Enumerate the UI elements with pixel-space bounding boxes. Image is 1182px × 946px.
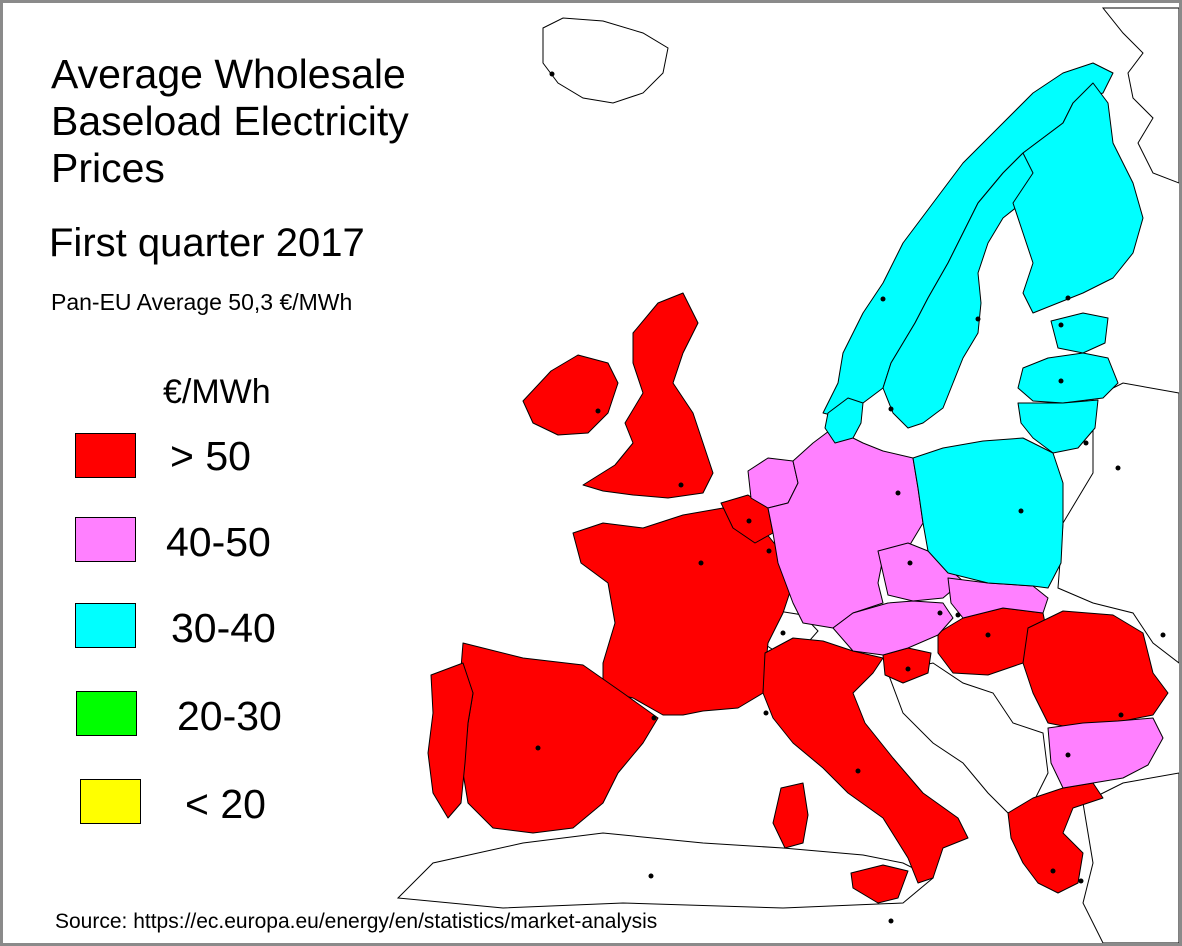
legend-label-30-40: 30-40 <box>171 605 276 651</box>
country-finland <box>1012 82 1144 314</box>
capital-dot <box>975 316 981 322</box>
pan-eu-average: Pan-EU Average 50,3 €/MWh <box>51 289 353 315</box>
coastline-iceland <box>542 17 669 104</box>
country-ireland <box>522 354 619 436</box>
capital-dot <box>1050 868 1056 874</box>
country-italy-sardinia <box>772 782 809 849</box>
capital-dot <box>1118 712 1124 718</box>
capital-dot <box>895 490 901 496</box>
source-note: Source: https://ec.europa.eu/energy/en/s… <box>55 910 658 933</box>
coastline-turkey <box>1082 772 1179 943</box>
capital-dot <box>855 768 861 774</box>
legend-swatch-over-50 <box>75 433 136 478</box>
legend-swatch-30-40 <box>75 603 136 648</box>
capital-dot <box>1058 322 1064 328</box>
legend-swatch-20-30 <box>76 691 137 736</box>
country-romania <box>1022 610 1169 729</box>
capital-dot <box>1065 295 1071 301</box>
capital-dot <box>1083 440 1089 446</box>
capital-dot <box>1058 378 1064 384</box>
capital-dot <box>535 745 541 751</box>
capital-dots <box>535 71 1166 924</box>
legend-label-20-30: 20-30 <box>177 693 282 739</box>
country-united-kingdom <box>582 292 714 499</box>
legend-label-under-20: < 20 <box>185 781 266 827</box>
legend-swatch-under-20 <box>80 779 141 824</box>
country-germany <box>767 427 924 629</box>
capital-dot <box>746 518 752 524</box>
title-line-2: Baseload Electricity <box>51 98 409 144</box>
capital-dot <box>905 666 911 672</box>
coastline-north-africa <box>396 832 934 909</box>
capital-dot <box>651 715 657 721</box>
country-italy-sicily <box>850 864 909 904</box>
country-portugal <box>427 662 474 819</box>
country-austria <box>832 600 954 656</box>
country-bulgaria <box>1047 717 1164 789</box>
capital-dot <box>1065 752 1071 758</box>
capital-dot <box>1160 632 1166 638</box>
capital-dot <box>763 710 769 716</box>
title-line-3: Prices <box>51 145 165 191</box>
legend-unit: €/MWh <box>163 373 271 411</box>
capital-dot <box>955 612 961 618</box>
capital-dot <box>1115 465 1121 471</box>
coastline-russia-north <box>1101 7 1179 184</box>
legend-label-40-50: 40-50 <box>166 519 271 565</box>
capital-dot <box>888 406 894 412</box>
capital-dot <box>780 630 786 636</box>
map-subtitle: First quarter 2017 <box>49 221 365 265</box>
capital-dot <box>595 408 601 414</box>
coastline-eastern-europe <box>1057 382 1179 664</box>
map-title: Average Wholesale Baseload Electricity P… <box>51 51 409 192</box>
country-estonia <box>1050 312 1109 354</box>
legend-swatch-40-50 <box>75 517 136 562</box>
country-france <box>572 507 794 716</box>
capital-dot <box>888 918 894 924</box>
capital-dot <box>1018 508 1024 514</box>
capital-dot <box>880 296 886 302</box>
capital-dot <box>549 71 555 77</box>
title-line-1: Average Wholesale <box>51 51 406 97</box>
capital-dot <box>698 560 704 566</box>
country-latvia <box>1017 352 1119 404</box>
capital-dot <box>907 560 913 566</box>
capital-dot <box>985 632 991 638</box>
country-lithuania <box>1017 399 1099 454</box>
capital-dot <box>648 873 654 879</box>
europe-map <box>396 7 1179 943</box>
capital-dot <box>678 482 684 488</box>
coastline-balkans <box>887 662 1049 814</box>
capital-dot <box>766 548 772 554</box>
country-italy <box>762 637 969 884</box>
country-denmark <box>824 397 864 444</box>
capital-dot <box>1078 878 1084 884</box>
legend-label-over-50: > 50 <box>170 433 251 479</box>
capital-dot <box>937 610 943 616</box>
country-poland <box>912 437 1064 589</box>
